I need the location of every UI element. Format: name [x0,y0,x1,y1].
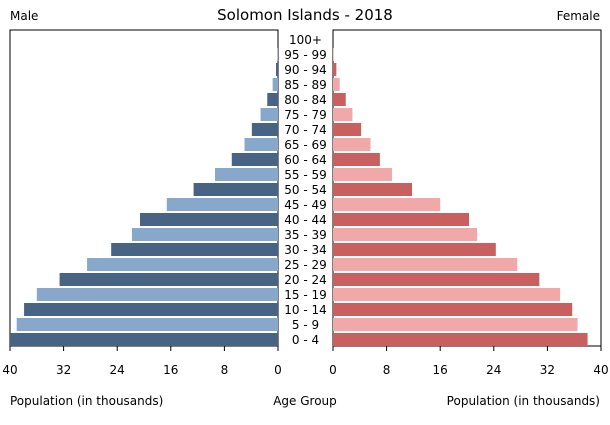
female-bar [333,243,496,256]
age-group-label: 90 - 94 [284,63,327,77]
age-group-axis-title: Age Group [273,394,337,408]
male-bar [260,108,278,121]
age-group-label: 15 - 19 [284,288,327,302]
male-bar [166,198,278,211]
male-x-tick-label: 16 [163,363,178,377]
age-group-label: 65 - 69 [284,138,327,152]
male-bar [16,318,278,331]
male-x-axis-title: Population (in thousands) [10,394,163,408]
age-group-label: 45 - 49 [284,198,327,212]
female-bar [333,258,518,271]
age-group-label: 60 - 64 [284,153,327,167]
male-x-tick-label: 40 [2,363,17,377]
female-bar [333,228,478,241]
female-bar [333,168,392,181]
age-group-label: 100+ [289,33,322,47]
female-bar [333,123,362,136]
female-bar [333,303,573,316]
age-group-label: 40 - 44 [284,213,327,227]
female-bar [333,48,334,61]
female-x-tick-label: 8 [383,363,391,377]
female-bar [333,333,588,346]
male-x-tick-label: 24 [110,363,125,377]
female-x-tick-label: 16 [433,363,448,377]
age-group-label: 75 - 79 [284,108,327,122]
female-bar [333,138,371,151]
male-bar [215,168,278,181]
male-bar [251,123,278,136]
chart-title: Solomon Islands - 2018 [217,6,393,24]
age-group-label: 95 - 99 [284,48,327,62]
female-bar [333,318,578,331]
female-bar [333,273,540,286]
male-x-tick-label: 8 [221,363,229,377]
age-group-label: 0 - 4 [292,333,319,347]
female-bar [333,78,340,91]
female-bar [333,183,413,196]
male-bar [131,228,278,241]
male-bar [231,153,278,166]
female-x-axis-title: Population (in thousands) [447,394,600,408]
male-bar [36,288,278,301]
age-group-label: 80 - 84 [284,93,327,107]
female-bars [333,48,588,346]
male-bar [267,93,278,106]
male-bars [10,48,278,346]
female-bar [333,198,441,211]
male-bar [10,333,278,346]
male-x-tick-label: 0 [274,363,282,377]
female-bar [333,153,380,166]
age-group-label: 5 - 9 [292,318,319,332]
female-bar [333,93,346,106]
female-x-axis: 0 8 16 24 32 40 [329,346,609,377]
female-x-tick-label: 40 [593,363,608,377]
female-x-tick-label: 32 [540,363,555,377]
male-bar [139,213,278,226]
male-bar [244,138,278,151]
male-bar [275,63,278,76]
male-bar [193,183,278,196]
female-x-tick-label: 24 [486,363,501,377]
male-bar [277,48,278,61]
age-group-label: 70 - 74 [284,123,327,137]
male-side-label: Male [10,9,38,23]
age-group-label: 55 - 59 [284,168,327,182]
male-x-tick-label: 32 [56,363,71,377]
age-group-label: 20 - 24 [284,273,327,287]
male-bar [59,273,278,286]
age-group-label: 50 - 54 [284,183,327,197]
age-group-label: 85 - 89 [284,78,327,92]
male-bar [272,78,278,91]
female-x-tick-label: 0 [329,363,337,377]
female-bar [333,213,470,226]
age-group-label: 25 - 29 [284,258,327,272]
female-bar [333,63,337,76]
male-bar [24,303,278,316]
male-bar [111,243,278,256]
female-bar [333,288,561,301]
female-side-label: Female [557,9,600,23]
age-group-label: 10 - 14 [284,303,327,317]
male-x-axis: 0 8 16 24 32 40 [2,346,282,377]
age-group-label: 30 - 34 [284,243,327,257]
male-bar [87,258,278,271]
female-bar [333,108,353,121]
age-group-label: 35 - 39 [284,228,327,242]
